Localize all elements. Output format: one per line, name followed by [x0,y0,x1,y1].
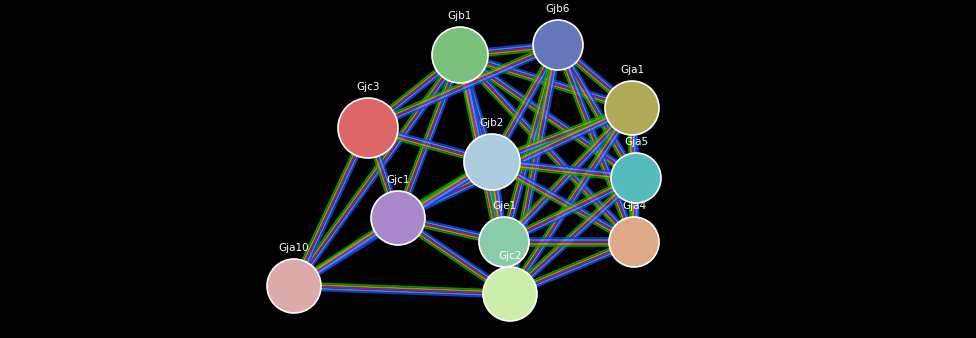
Circle shape [432,27,488,83]
Text: Gjb2: Gjb2 [480,118,505,128]
Text: Gjb6: Gjb6 [546,4,570,14]
Text: Gjc2: Gjc2 [499,251,522,261]
Text: Gja5: Gja5 [624,137,648,147]
Text: Gjc3: Gjc3 [356,82,380,92]
Circle shape [611,153,661,203]
Circle shape [464,134,520,190]
Text: Gjb1: Gjb1 [448,11,472,21]
Circle shape [605,81,659,135]
Text: Gja4: Gja4 [622,201,646,211]
Text: Gjc1: Gjc1 [386,175,410,185]
Circle shape [533,20,583,70]
Circle shape [609,217,659,267]
Text: Gje1: Gje1 [492,201,516,211]
Text: Gja10: Gja10 [279,243,309,253]
Circle shape [338,98,398,158]
Text: Gja1: Gja1 [620,65,644,75]
Circle shape [483,267,537,321]
Circle shape [371,191,425,245]
Circle shape [267,259,321,313]
Circle shape [479,217,529,267]
